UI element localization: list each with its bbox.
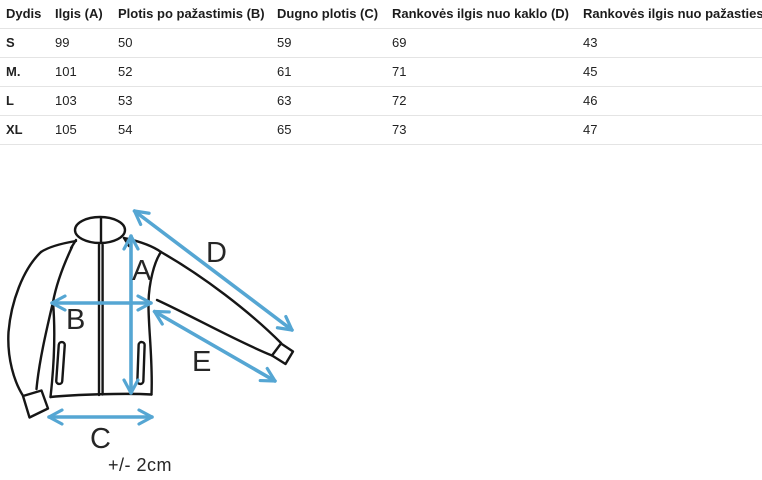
column-header-length-a: Ilgis (A) bbox=[55, 0, 118, 29]
table-cell: 65 bbox=[277, 115, 392, 145]
table-row-s: S 99 50 59 69 43 bbox=[0, 28, 762, 58]
pocket-left bbox=[55, 340, 66, 386]
size-table: Dydis Ilgis (A) Plotis po pažastimis (B)… bbox=[0, 0, 762, 145]
table-row-m: M. 101 52 61 71 45 bbox=[0, 57, 762, 87]
jacket-outline bbox=[7, 215, 295, 419]
measure-labels: A B C D E bbox=[66, 237, 227, 455]
column-header-sleeve-from-neck-d: Rankovės ilgis nuo kaklo (D) bbox=[392, 0, 583, 29]
size-cell: M. bbox=[0, 57, 55, 87]
table-cell: 73 bbox=[392, 115, 583, 145]
right-cuff bbox=[270, 342, 295, 366]
table-cell: 50 bbox=[118, 28, 277, 58]
table-cell: 53 bbox=[118, 86, 277, 116]
table-cell: 47 bbox=[583, 115, 762, 145]
table-cell: 99 bbox=[55, 28, 118, 58]
table-cell: 69 bbox=[392, 28, 583, 58]
table-cell: 63 bbox=[277, 86, 392, 116]
left-sleeve-outer bbox=[7, 250, 43, 398]
column-header-size: Dydis bbox=[0, 0, 55, 29]
left-shoulder-seam bbox=[39, 239, 78, 254]
table-row-l: L 103 53 63 72 46 bbox=[0, 86, 762, 116]
table-cell: 46 bbox=[583, 86, 762, 116]
table-cell: 71 bbox=[392, 57, 583, 87]
column-header-sleeve-from-armpit-e: Rankovės ilgis nuo pažasties (E) bbox=[583, 0, 762, 29]
size-cell: XL bbox=[0, 115, 55, 145]
hem-line bbox=[49, 392, 153, 399]
table-cell: 59 bbox=[277, 28, 392, 58]
measure-label-e: E bbox=[192, 346, 211, 378]
table-cell: 54 bbox=[118, 115, 277, 145]
column-header-bottom-width-c: Dugno plotis (C) bbox=[277, 0, 392, 29]
table-cell: 101 bbox=[55, 57, 118, 87]
arrow-e-sleeve-from-armpit bbox=[152, 309, 277, 383]
table-row-xl: XL 105 54 65 73 47 bbox=[0, 115, 762, 145]
pocket-right bbox=[136, 340, 146, 386]
measurement-arrows bbox=[47, 209, 294, 426]
jacket-measurement-diagram: A B C D E +/- 2cm bbox=[0, 190, 320, 480]
left-cuff bbox=[21, 389, 50, 419]
measure-label-a: A bbox=[132, 255, 152, 287]
table-cell: 103 bbox=[55, 86, 118, 116]
size-cell: L bbox=[0, 86, 55, 116]
header-row: Dydis Ilgis (A) Plotis po pažastimis (B)… bbox=[0, 0, 762, 29]
size-cell: S bbox=[0, 28, 55, 58]
table-cell: 52 bbox=[118, 57, 277, 87]
table-cell: 43 bbox=[583, 28, 762, 58]
left-front-seam bbox=[51, 245, 74, 304]
table-cell: 61 bbox=[277, 57, 392, 87]
left-body-edge bbox=[49, 300, 56, 399]
table-cell: 45 bbox=[583, 57, 762, 87]
measure-label-b: B bbox=[66, 304, 85, 336]
left-sleeve-inner bbox=[35, 300, 55, 391]
measure-label-c: C bbox=[90, 423, 111, 455]
measure-label-d: D bbox=[206, 237, 227, 269]
table-cell: 105 bbox=[55, 115, 118, 145]
jacket-diagram-svg: A B C D E +/- 2cm bbox=[7, 209, 295, 475]
tolerance-note: +/- 2cm bbox=[108, 455, 172, 475]
table-cell: 72 bbox=[392, 86, 583, 116]
column-header-width-under-arms-b: Plotis po pažastimis (B) bbox=[118, 0, 277, 29]
